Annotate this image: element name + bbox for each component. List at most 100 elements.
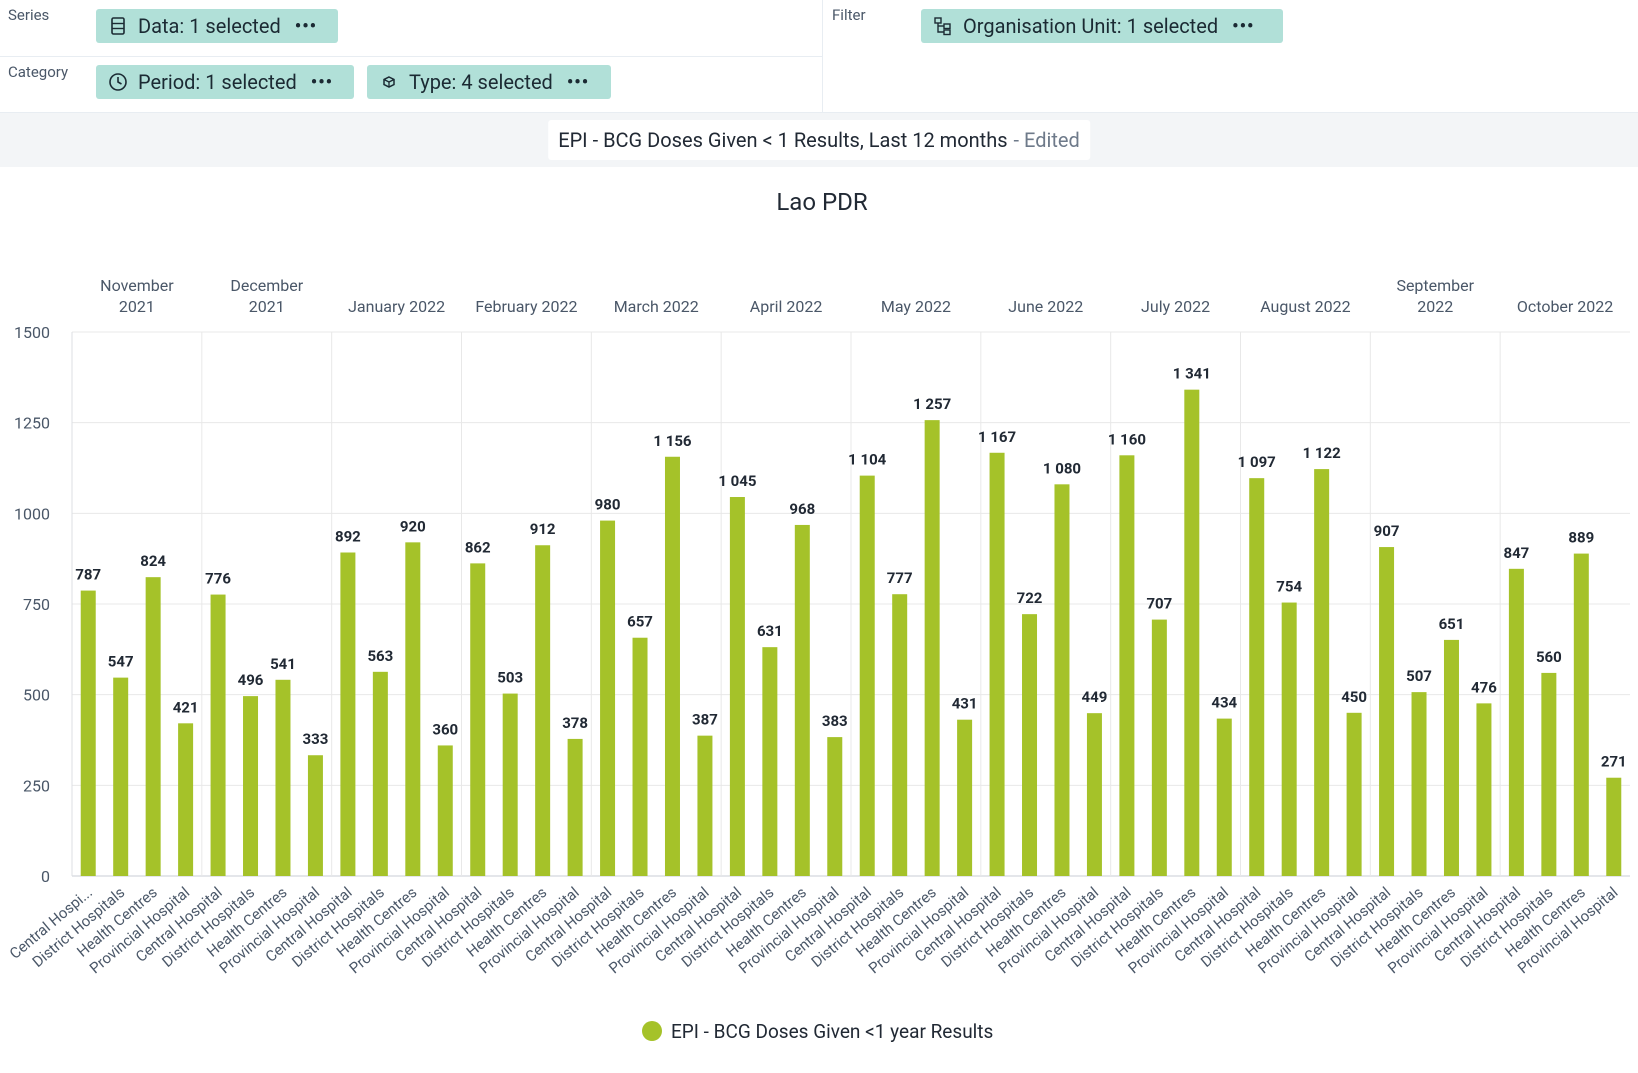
period-chip-menu-icon[interactable]: ••• bbox=[310, 71, 334, 93]
bar[interactable] bbox=[502, 693, 518, 876]
bar[interactable] bbox=[210, 594, 226, 876]
bar[interactable] bbox=[827, 737, 843, 876]
data-label: 651 bbox=[1439, 615, 1465, 633]
chart-legend[interactable]: EPI - BCG Doses Given <1 year Results bbox=[642, 1020, 993, 1043]
bar[interactable] bbox=[1541, 672, 1557, 876]
chart-y-tick-labels: 0 250 500 750 1000 1250 1500 bbox=[14, 323, 50, 886]
category-axis-label: Category bbox=[8, 63, 69, 81]
group-label: July 2022 bbox=[1141, 297, 1210, 316]
data-label: 496 bbox=[238, 671, 264, 689]
bar[interactable] bbox=[729, 497, 745, 876]
group-label: December bbox=[230, 276, 303, 295]
series-axis-label: Series bbox=[8, 6, 50, 24]
y-tick-label: 750 bbox=[23, 595, 50, 614]
bar[interactable] bbox=[1411, 692, 1427, 876]
bar[interactable] bbox=[664, 456, 680, 876]
bar[interactable] bbox=[989, 452, 1005, 876]
bar[interactable] bbox=[632, 637, 648, 876]
type-chip-menu-icon[interactable]: ••• bbox=[566, 71, 590, 93]
bar[interactable] bbox=[762, 647, 778, 876]
data-label: 707 bbox=[1146, 595, 1172, 613]
data-label: 434 bbox=[1211, 694, 1237, 712]
bar[interactable] bbox=[794, 524, 810, 876]
bar[interactable] bbox=[1573, 553, 1589, 876]
bar[interactable] bbox=[1022, 614, 1038, 876]
org-unit-chip-menu-icon[interactable]: ••• bbox=[1232, 15, 1255, 37]
chart-group-labels: November 2021 December 2021 January 2022 Febr… bbox=[100, 276, 1613, 316]
bar[interactable] bbox=[113, 677, 129, 876]
data-label: 892 bbox=[335, 528, 361, 546]
group-label: November bbox=[100, 276, 174, 295]
bar[interactable] bbox=[470, 563, 486, 876]
chart-data-labels: 787 547 824 421 776 496 541 333 892 563 920 360 862 5… bbox=[75, 365, 1626, 771]
bar[interactable] bbox=[80, 590, 96, 876]
bar[interactable] bbox=[1184, 389, 1200, 876]
data-label: 968 bbox=[789, 500, 815, 518]
bar[interactable] bbox=[340, 552, 356, 876]
bar[interactable] bbox=[275, 679, 291, 876]
org-unit-dimension-chip[interactable]: Organisation Unit: 1 selected ••• bbox=[921, 9, 1283, 43]
visualization-title[interactable]: EPI - BCG Doses Given < 1 Results, Last … bbox=[548, 120, 1090, 160]
data-label: 507 bbox=[1406, 667, 1432, 685]
data-label: 1 156 bbox=[653, 432, 692, 450]
bar[interactable] bbox=[957, 719, 973, 876]
bar[interactable] bbox=[1249, 478, 1265, 876]
data-dimension-chip[interactable]: Data: 1 selected ••• bbox=[96, 9, 338, 43]
data-label: 722 bbox=[1017, 589, 1043, 607]
group-label: 2021 bbox=[119, 297, 155, 316]
data-label: 889 bbox=[1568, 529, 1594, 547]
bar[interactable] bbox=[372, 671, 388, 876]
period-chip-label: Period: 1 selected bbox=[138, 70, 297, 94]
y-tick-label: 1000 bbox=[14, 504, 50, 523]
legend-swatch bbox=[642, 1021, 662, 1041]
bar[interactable] bbox=[1151, 619, 1167, 876]
bar[interactable] bbox=[1508, 568, 1524, 876]
bar[interactable] bbox=[307, 755, 323, 876]
data-label: 450 bbox=[1341, 688, 1367, 706]
group-label: January 2022 bbox=[348, 297, 445, 316]
bar[interactable] bbox=[145, 577, 161, 876]
bar[interactable] bbox=[859, 475, 875, 876]
bar[interactable] bbox=[243, 696, 259, 876]
data-label: 824 bbox=[140, 552, 166, 570]
bar[interactable] bbox=[535, 545, 551, 876]
bar[interactable] bbox=[600, 520, 616, 876]
data-label: 980 bbox=[595, 496, 621, 514]
data-chip-menu-icon[interactable]: ••• bbox=[294, 15, 318, 37]
data-label: 1 080 bbox=[1043, 459, 1081, 477]
data-label: 912 bbox=[530, 520, 556, 538]
bar[interactable] bbox=[892, 594, 908, 876]
data-label: 1 122 bbox=[1303, 444, 1342, 462]
type-dimension-chip[interactable]: Type: 4 selected ••• bbox=[367, 65, 611, 99]
bar[interactable] bbox=[178, 723, 194, 876]
group-label: February 2022 bbox=[475, 297, 577, 316]
data-label: 1 167 bbox=[978, 428, 1016, 446]
data-label: 449 bbox=[1082, 688, 1108, 706]
bar[interactable] bbox=[1443, 639, 1459, 876]
bar[interactable] bbox=[567, 738, 583, 876]
bar[interactable] bbox=[1314, 469, 1330, 876]
bar[interactable] bbox=[405, 542, 421, 876]
bar[interactable] bbox=[924, 420, 940, 876]
bar[interactable] bbox=[1054, 484, 1070, 876]
bar[interactable] bbox=[1281, 602, 1297, 876]
bar[interactable] bbox=[1346, 712, 1362, 876]
bar[interactable] bbox=[1119, 455, 1135, 876]
data-label: 920 bbox=[400, 517, 426, 535]
y-tick-label: 0 bbox=[41, 867, 50, 886]
group-label: September bbox=[1396, 276, 1474, 295]
bar[interactable] bbox=[1086, 713, 1102, 876]
bar[interactable] bbox=[1606, 777, 1622, 876]
data-label: 378 bbox=[562, 714, 588, 732]
bar[interactable] bbox=[437, 745, 453, 876]
y-tick-label: 1250 bbox=[14, 414, 50, 433]
data-chip-label: Data: 1 selected bbox=[138, 14, 281, 38]
bar[interactable] bbox=[1216, 718, 1232, 876]
data-label: 754 bbox=[1276, 578, 1302, 596]
bar[interactable] bbox=[1476, 703, 1492, 876]
period-dimension-chip[interactable]: Period: 1 selected ••• bbox=[96, 65, 354, 99]
data-label: 1 160 bbox=[1108, 430, 1146, 448]
bar[interactable] bbox=[697, 735, 713, 876]
bar[interactable] bbox=[1379, 547, 1395, 876]
group-label: 2022 bbox=[1417, 297, 1453, 316]
